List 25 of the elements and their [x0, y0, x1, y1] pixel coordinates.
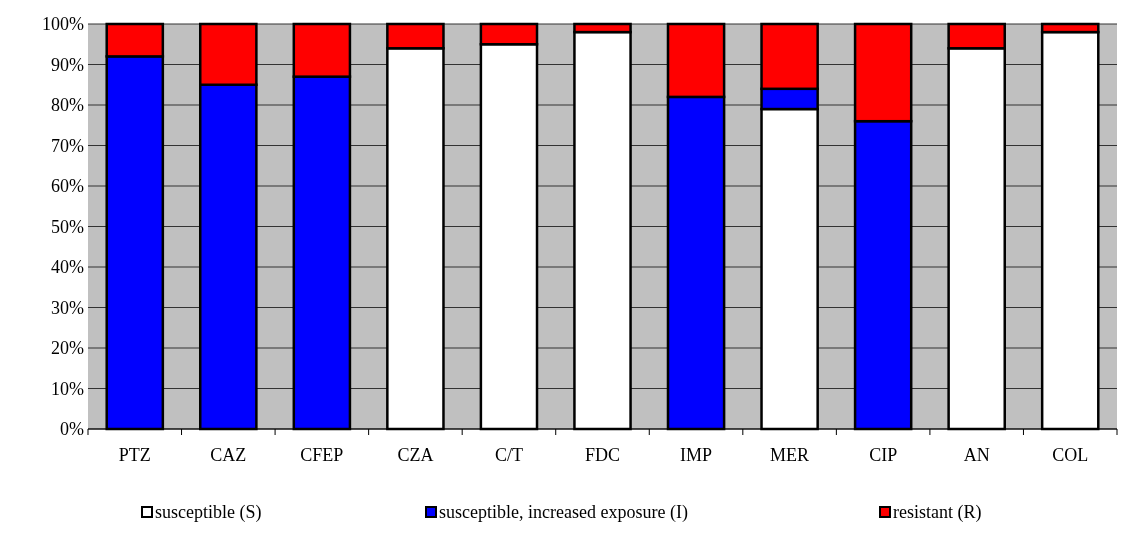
x-tick-label: CZA [397, 445, 434, 465]
y-tick-label: 50% [51, 216, 84, 237]
x-tick-label: C/T [494, 445, 523, 465]
y-tick-label: 70% [51, 135, 84, 156]
y-tick-label: 40% [51, 257, 84, 278]
x-tick-label: PTZ [118, 445, 151, 465]
y-tick-label: 60% [51, 176, 84, 197]
x-tick-label: FDC [584, 445, 621, 465]
y-tick-label: 0% [60, 419, 84, 440]
x-tick-label: CAZ [210, 445, 247, 465]
x-tick-label: COL [1052, 445, 1089, 465]
x-tick-label: CFEP [300, 445, 344, 465]
legend-label: susceptible, increased exposure (I) [439, 502, 688, 523]
y-tick-label: 80% [51, 95, 84, 116]
legend-label: susceptible (S) [155, 502, 262, 523]
x-tick-label: CIP [869, 445, 898, 465]
y-tick-label: 100% [42, 14, 84, 35]
y-tick-label: 90% [51, 54, 84, 75]
x-tick-label: MER [770, 445, 810, 465]
x-tick-label: IMP [680, 445, 713, 465]
y-tick-label: 30% [51, 297, 84, 318]
x-tick-label: AN [963, 445, 990, 465]
legend-label: resistant (R) [893, 502, 982, 523]
y-tick-label: 10% [51, 378, 84, 399]
y-tick-label: 20% [51, 338, 84, 359]
